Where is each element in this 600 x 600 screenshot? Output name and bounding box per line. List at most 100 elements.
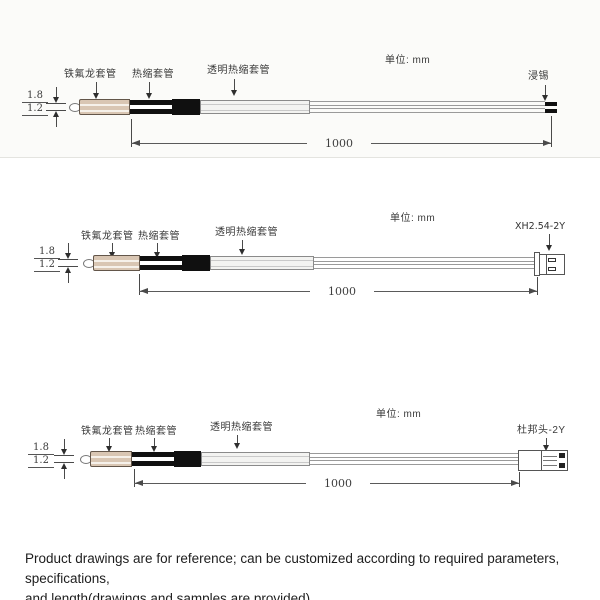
- heatshrink-band: [182, 255, 210, 271]
- dim-arrow-right-icon: [543, 140, 551, 146]
- dim-arrow-left-icon: [132, 140, 140, 146]
- heatshrink-pointer-line: [157, 243, 158, 252]
- twin-lead-wires: [310, 453, 518, 465]
- footer-line-2: and length(drawings and samples are prov…: [25, 591, 311, 600]
- ptfe-pointer-line: [96, 82, 97, 93]
- dim-arrow-down-icon: [53, 97, 59, 103]
- heatshrink-band: [172, 99, 200, 115]
- length-value: 1000: [310, 285, 374, 298]
- heatshrink-wire: [132, 461, 174, 466]
- ptfe-sleeve: [90, 451, 132, 467]
- inner-diameter-value: 1.2: [28, 455, 54, 468]
- extension-line-right: [551, 116, 552, 147]
- tinned-pointer-line: [545, 85, 546, 95]
- tinned-arrow-icon: [542, 95, 548, 101]
- connector-latch: [559, 463, 565, 468]
- clear-pointer-line: [237, 435, 238, 443]
- dim-arrow-line: [56, 117, 57, 127]
- dim-arrow-right-icon: [511, 480, 519, 486]
- footer-note: Product drawings are for reference; can …: [25, 549, 597, 600]
- ptfe-pointer-line: [112, 243, 113, 252]
- unit-label: 单位: mm: [376, 409, 422, 420]
- heatshrink-wire: [130, 100, 172, 105]
- dim-arrow-line: [68, 273, 69, 283]
- dim-arrow-left-icon: [135, 480, 143, 486]
- wire-edge: [310, 101, 545, 102]
- wire-edge: [314, 268, 535, 269]
- wire-edge: [310, 464, 518, 465]
- unit-label: 单位: mm: [385, 55, 431, 66]
- connector-pin: [548, 258, 556, 262]
- heatshrink-wire: [132, 452, 174, 457]
- connector-pin-line: [543, 465, 557, 466]
- outer-diameter-value: 1.8: [22, 90, 48, 103]
- twin-lead-wires: [310, 101, 545, 113]
- drawing-panel-1: [0, 0, 600, 158]
- connector-pointer-line: [546, 438, 547, 445]
- heatshrink-arrow-icon: [146, 93, 152, 99]
- tinned-lead: [545, 102, 557, 106]
- sleeve-wire-gap: [94, 260, 139, 262]
- unit-label: 单位: mm: [390, 213, 436, 224]
- connector-pin-line: [543, 460, 557, 461]
- clear-heatshrink-tube: [210, 256, 314, 270]
- extension-line-left: [134, 469, 135, 487]
- housing-divider: [541, 451, 542, 470]
- ptfe-arrow-icon: [106, 446, 112, 452]
- dim-arrow-line: [64, 439, 65, 449]
- outer-diameter-value: 1.8: [34, 246, 60, 259]
- wire-edge: [314, 257, 535, 258]
- length-value: 1000: [307, 137, 371, 150]
- sleeve-wire-gap: [91, 462, 131, 464]
- wire-edge: [310, 108, 545, 109]
- heatshrink-pointer-line: [149, 82, 150, 93]
- dim-arrow-line: [56, 87, 57, 97]
- heatshrink-label: 热缩套管: [135, 426, 177, 437]
- connector-label: 杜邦头-2Y: [517, 425, 566, 436]
- twin-lead-wires: [314, 257, 535, 269]
- ptfe-sleeve: [79, 99, 130, 115]
- wire-edge: [310, 453, 518, 454]
- footer-line-1: Product drawings are for reference; can …: [25, 551, 560, 586]
- heatshrink-label: 热缩套管: [132, 69, 174, 80]
- dim-tick: [54, 462, 74, 463]
- clear-sleeve-label: 透明热缩套管: [207, 65, 270, 76]
- wire-edge: [310, 105, 545, 106]
- tinned-end-label: 浸锡: [528, 71, 549, 82]
- clear-pointer-line: [242, 240, 243, 249]
- heatshrink-label: 热缩套管: [138, 231, 180, 242]
- sleeve-wire-gap: [94, 266, 139, 268]
- connector-pin-line: [543, 456, 557, 457]
- tube-wire-line: [202, 462, 309, 463]
- sleeve-wire-gap: [91, 456, 131, 458]
- sleeve-wire-gap: [80, 104, 129, 106]
- wire-edge: [314, 261, 535, 262]
- dim-arrow-up-icon: [53, 111, 59, 117]
- tinned-lead: [545, 109, 557, 113]
- connector-label: XH2.54-2Y: [515, 221, 566, 232]
- dim-arrow-left-icon: [140, 288, 148, 294]
- dim-tick: [46, 110, 66, 111]
- heatshrink-section: [140, 256, 182, 270]
- wire-edge: [310, 457, 518, 458]
- tube-wire-line: [211, 260, 313, 261]
- wire-edge: [310, 112, 545, 113]
- dim-tick: [58, 259, 78, 260]
- dim-arrow-line: [68, 243, 69, 253]
- heatshrink-section: [132, 452, 174, 466]
- heatshrink-wire: [140, 256, 182, 261]
- xh-connector-housing: [539, 254, 565, 275]
- heatshrink-band: [174, 451, 201, 467]
- dim-tick: [58, 266, 78, 267]
- ptfe-sleeve-label: 铁氟龙套管: [81, 426, 134, 437]
- dim-tick: [46, 103, 66, 104]
- clear-arrow-icon: [231, 90, 237, 96]
- dim-arrow-down-icon: [65, 253, 71, 259]
- dim-arrow-right-icon: [529, 288, 537, 294]
- ptfe-sleeve: [93, 255, 140, 271]
- connector-arrow-icon: [543, 445, 549, 451]
- dim-arrow-up-icon: [61, 463, 67, 469]
- ptfe-sleeve-label: 铁氟龙套管: [81, 231, 134, 242]
- heatshrink-wire: [140, 265, 182, 270]
- extension-line-right: [537, 277, 538, 295]
